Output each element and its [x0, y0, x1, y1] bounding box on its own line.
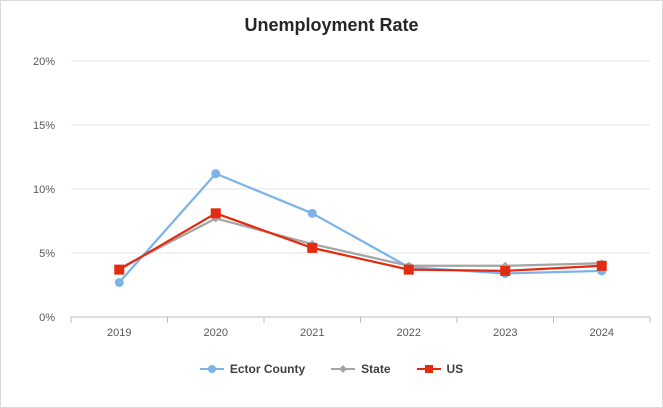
legend-label-ector-county: Ector County	[229, 362, 306, 376]
legend-item-us: US	[416, 362, 464, 376]
x-tick-label: 2022	[397, 327, 421, 339]
x-tick-label: 2024	[590, 327, 614, 339]
data-point-us	[500, 265, 511, 276]
data-point-ector-county	[211, 169, 221, 179]
data-point-ector-county	[114, 277, 124, 287]
legend-label-state: State	[361, 362, 391, 376]
series-line-us	[118, 212, 602, 273]
legend-marker-us	[416, 365, 441, 373]
y-tick-label: 10%	[33, 184, 55, 196]
series-line-state	[118, 217, 602, 270]
y-tick-label: 15%	[33, 120, 55, 132]
data-point-us	[210, 208, 221, 219]
legend-label-us: US	[446, 362, 464, 376]
data-point-us	[307, 242, 318, 253]
legend: Ector County State US	[0, 362, 663, 376]
x-tick-label: 2020	[204, 327, 228, 339]
data-point-us	[596, 260, 607, 271]
legend-marker-ector-county	[199, 365, 224, 373]
y-tick-label: 0%	[39, 312, 55, 324]
y-tick-label: 20%	[33, 56, 55, 68]
x-tick-label: 2021	[300, 327, 324, 339]
data-point-us	[114, 264, 125, 275]
chart-title: Unemployment Rate	[244, 15, 419, 35]
y-tick-label: 5%	[39, 248, 55, 260]
x-tick-label: 2019	[107, 327, 131, 339]
x-tick-label: 2023	[493, 327, 517, 339]
legend-item-state: State	[331, 362, 391, 376]
legend-marker-state	[331, 365, 356, 373]
legend-item-ector-county: Ector County	[199, 362, 306, 376]
data-point-ector-county	[307, 208, 317, 218]
data-point-us	[403, 264, 414, 275]
series-line-ector-county	[118, 172, 602, 284]
